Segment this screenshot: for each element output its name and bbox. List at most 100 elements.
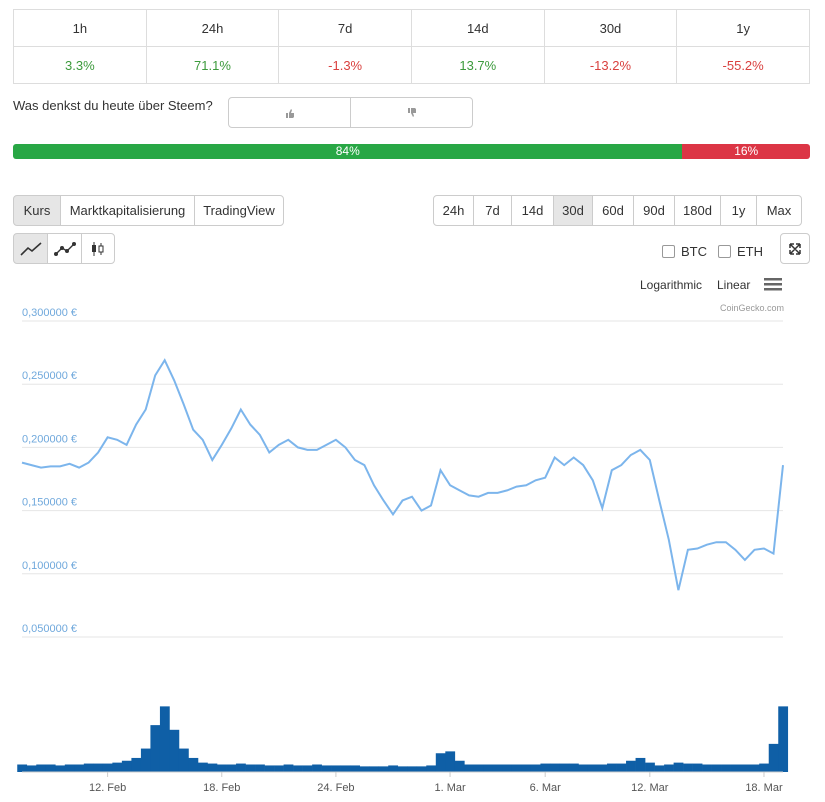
- volume-bar: [245, 764, 256, 772]
- range-button[interactable]: 14d: [511, 195, 554, 226]
- volume-bar: [74, 764, 85, 772]
- volume-bar: [197, 762, 208, 772]
- volume-bar: [359, 766, 370, 772]
- scale-option[interactable]: Linear: [717, 278, 751, 292]
- volume-bar: [445, 751, 456, 772]
- checkbox: [662, 245, 675, 258]
- header-row: 1h 24h 7d 14d 30d 1y: [13, 9, 810, 47]
- volume-bar: [255, 764, 265, 772]
- volume-bar: [711, 764, 722, 772]
- volume-bar: [26, 765, 37, 772]
- vote-up[interactable]: [228, 97, 351, 128]
- icon: [53, 241, 76, 256]
- period-change: 71.1%: [145, 46, 280, 84]
- volume-bar: [664, 764, 674, 772]
- volume-bar: [483, 764, 494, 772]
- tab[interactable]: Kurs: [13, 195, 61, 226]
- volume-bar: [188, 757, 199, 772]
- y-tick-label: 0,250000 €: [22, 370, 77, 382]
- tab[interactable]: Marktkapitalisierung: [60, 195, 195, 226]
- compare-checkbox[interactable]: BTC: [662, 244, 707, 259]
- volume-bar: [721, 764, 731, 772]
- range-button[interactable]: 7d: [473, 195, 512, 226]
- volume-bar: [492, 764, 503, 772]
- x-tick-label: 24. Feb: [317, 782, 354, 794]
- volume-bar: [645, 762, 655, 772]
- x-tick-label: 12. Mar: [631, 782, 669, 794]
- scale-option[interactable]: Logarithmic: [640, 278, 703, 292]
- volume-bar: [683, 763, 693, 772]
- icon: [789, 242, 801, 255]
- price-line: [21, 358, 784, 591]
- volume-bar: [378, 766, 389, 772]
- volume-bar: [416, 766, 427, 772]
- sentiment-bar: 84%: [13, 144, 683, 159]
- ohlc-line-button[interactable]: [47, 233, 82, 264]
- period-table: 1h 24h 7d 14d 30d 1y 3.3% 71.1% -1.3% 13.7% -13.2%…: [13, 9, 810, 84]
- period-change: 3.3%: [13, 46, 147, 84]
- icon: [92, 241, 104, 256]
- range-button[interactable]: 30d: [553, 195, 593, 226]
- volume-bar: [587, 764, 598, 772]
- volume-bar: [159, 706, 170, 772]
- volume-bar: [36, 764, 47, 772]
- volume-bar: [178, 748, 189, 772]
- line-chart-button[interactable]: [13, 233, 48, 264]
- period-header: 1h: [13, 9, 147, 47]
- compare-checkbox[interactable]: ETH: [718, 244, 763, 259]
- volume-bar: [502, 764, 513, 772]
- volume-bar: [93, 763, 104, 772]
- volume-bar: [673, 762, 684, 772]
- volume-bar: [549, 763, 560, 772]
- y-tick-label: 0,050000 €: [22, 623, 77, 635]
- range-button[interactable]: Max: [756, 195, 802, 226]
- volume-bar: [150, 725, 161, 772]
- volume-bar: [521, 764, 532, 772]
- range-button[interactable]: 24h: [433, 195, 474, 226]
- vote-down[interactable]: [350, 97, 473, 128]
- volume-bar: [473, 764, 484, 772]
- volume-bar: [340, 765, 351, 772]
- volume-bar: [435, 753, 446, 772]
- candlestick-button[interactable]: [81, 233, 115, 264]
- volume-bar: [321, 765, 332, 772]
- volume-bar: [635, 757, 646, 772]
- volume-bar: [331, 765, 341, 772]
- volume-bar: [559, 763, 570, 772]
- volume-bar: [578, 764, 589, 772]
- volume-bar: [749, 764, 760, 772]
- y-tick-label: 0,300000 €: [22, 307, 77, 319]
- volume-bar: [426, 765, 437, 772]
- volume-bar: [112, 762, 123, 772]
- volume-bar: [207, 763, 218, 772]
- credit: CoinGecko.com: [719, 303, 784, 313]
- volume-bar: [236, 763, 246, 772]
- change-row: 3.3% 71.1% -1.3% 13.7% -13.2% -55.2%: [13, 46, 810, 84]
- range-button[interactable]: 90d: [633, 195, 675, 226]
- sentiment-label: 16%: [734, 144, 759, 158]
- volume-bar: [740, 764, 751, 772]
- range-button[interactable]: 60d: [592, 195, 634, 226]
- checkbox: [718, 245, 731, 258]
- volume-bar: [626, 760, 636, 772]
- volume-bar: [759, 763, 770, 772]
- tab[interactable]: TradingView: [194, 195, 284, 226]
- menu-icon[interactable]: [764, 277, 782, 291]
- volume-bar: [55, 765, 66, 772]
- volume-bar: [140, 748, 151, 772]
- volume-bar: [530, 764, 541, 772]
- fullscreen-button[interactable]: [780, 233, 810, 264]
- period-header: 14d: [410, 9, 545, 47]
- volume-bar: [511, 764, 522, 772]
- range-button[interactable]: 1y: [720, 195, 757, 226]
- sentiment-question: Was denkst du heute über Steem?: [13, 98, 213, 113]
- period-change: 13.7%: [410, 46, 545, 84]
- volume-bar: [702, 764, 712, 772]
- y-tick-label: 0,150000 €: [22, 497, 77, 509]
- volume-bar: [274, 765, 284, 772]
- volume-bar: [464, 764, 475, 772]
- period-change: -13.2%: [543, 46, 678, 84]
- checkbox-label: BTC: [681, 244, 707, 259]
- volume-bar: [388, 765, 399, 772]
